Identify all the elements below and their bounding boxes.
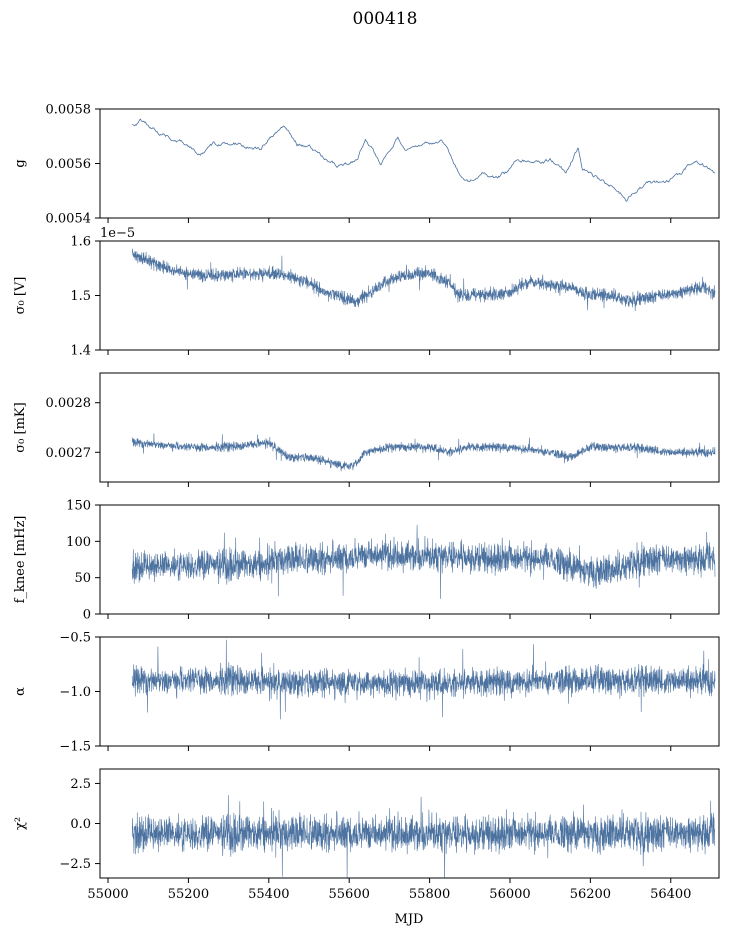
- y-axis-label: α: [13, 687, 28, 696]
- y-tick-label: 2.5: [70, 777, 91, 792]
- panel-2: 1.4 1.5 1.6 σ₀ [V] 1e−5: [13, 226, 720, 359]
- series-line: [131, 639, 716, 720]
- series-line: [132, 118, 716, 202]
- y-tick-label: 0.0028: [46, 396, 92, 411]
- x-axis-label: MJD: [395, 912, 424, 927]
- x-tick-label: 55400: [248, 887, 289, 902]
- panel-3: 0.0027 0.0028 σ₀ [mK]: [13, 372, 720, 487]
- x-tick-label: 55000: [87, 887, 128, 902]
- series-line: [131, 524, 716, 599]
- y-tick-label: 0.0027: [46, 446, 92, 461]
- panel-6: −2.5 0.0 2.5 55000 55200 55400 55600 55800 56000…: [13, 768, 720, 902]
- x-tick-label: 56200: [570, 887, 611, 902]
- y-axis-label: σ₀ [mK]: [13, 402, 28, 452]
- y-tick-label: −0.5: [59, 631, 91, 646]
- x-tick-label: 55800: [409, 887, 450, 902]
- y-tick-label: 0.0: [70, 817, 91, 832]
- y-axis-label: g: [13, 159, 28, 167]
- y-tick-label: 0.0056: [46, 157, 92, 172]
- x-tick-label: 55200: [168, 887, 209, 902]
- y-tick-label: 150: [66, 499, 91, 514]
- series-line: [131, 433, 716, 472]
- x-tick-label: 55600: [329, 887, 370, 902]
- panel-1: 0.0054 0.0056 0.0058 g: [13, 103, 720, 227]
- y-tick-label: −1.5: [59, 740, 91, 755]
- y-tick-label: −1.0: [59, 685, 91, 700]
- y-tick-label: 0.0058: [46, 103, 92, 118]
- plot-frame: [99, 372, 720, 483]
- y-tick-label: 0.0054: [46, 212, 92, 227]
- offset-text: 1e−5: [100, 226, 135, 241]
- y-tick-label: 1.5: [70, 289, 91, 304]
- plot-frame: [99, 504, 720, 615]
- y-tick-label: −2.5: [59, 857, 91, 872]
- figure-title: 000418: [353, 9, 418, 29]
- y-tick-label: 1.6: [70, 235, 91, 250]
- y-tick-label: 100: [66, 535, 91, 550]
- y-axis-label: χ²: [13, 817, 28, 830]
- y-axis-label: f_knee [mHz]: [13, 516, 28, 604]
- y-axis-label: σ₀ [V]: [13, 277, 28, 315]
- y-tick-label: 0: [83, 608, 91, 623]
- x-tick-label: 56000: [489, 887, 530, 902]
- series-line: [131, 795, 716, 878]
- panel-4: 0 50 100 150 f_knee [mHz]: [13, 499, 720, 623]
- y-tick-label: 1.4: [70, 344, 91, 359]
- x-tick-label: 56400: [650, 887, 691, 902]
- plot-frame: [99, 108, 720, 219]
- series-line: [131, 248, 716, 312]
- panel-5: −1.5 −1.0 −0.5 α: [13, 631, 720, 755]
- y-tick-label: 50: [74, 571, 91, 586]
